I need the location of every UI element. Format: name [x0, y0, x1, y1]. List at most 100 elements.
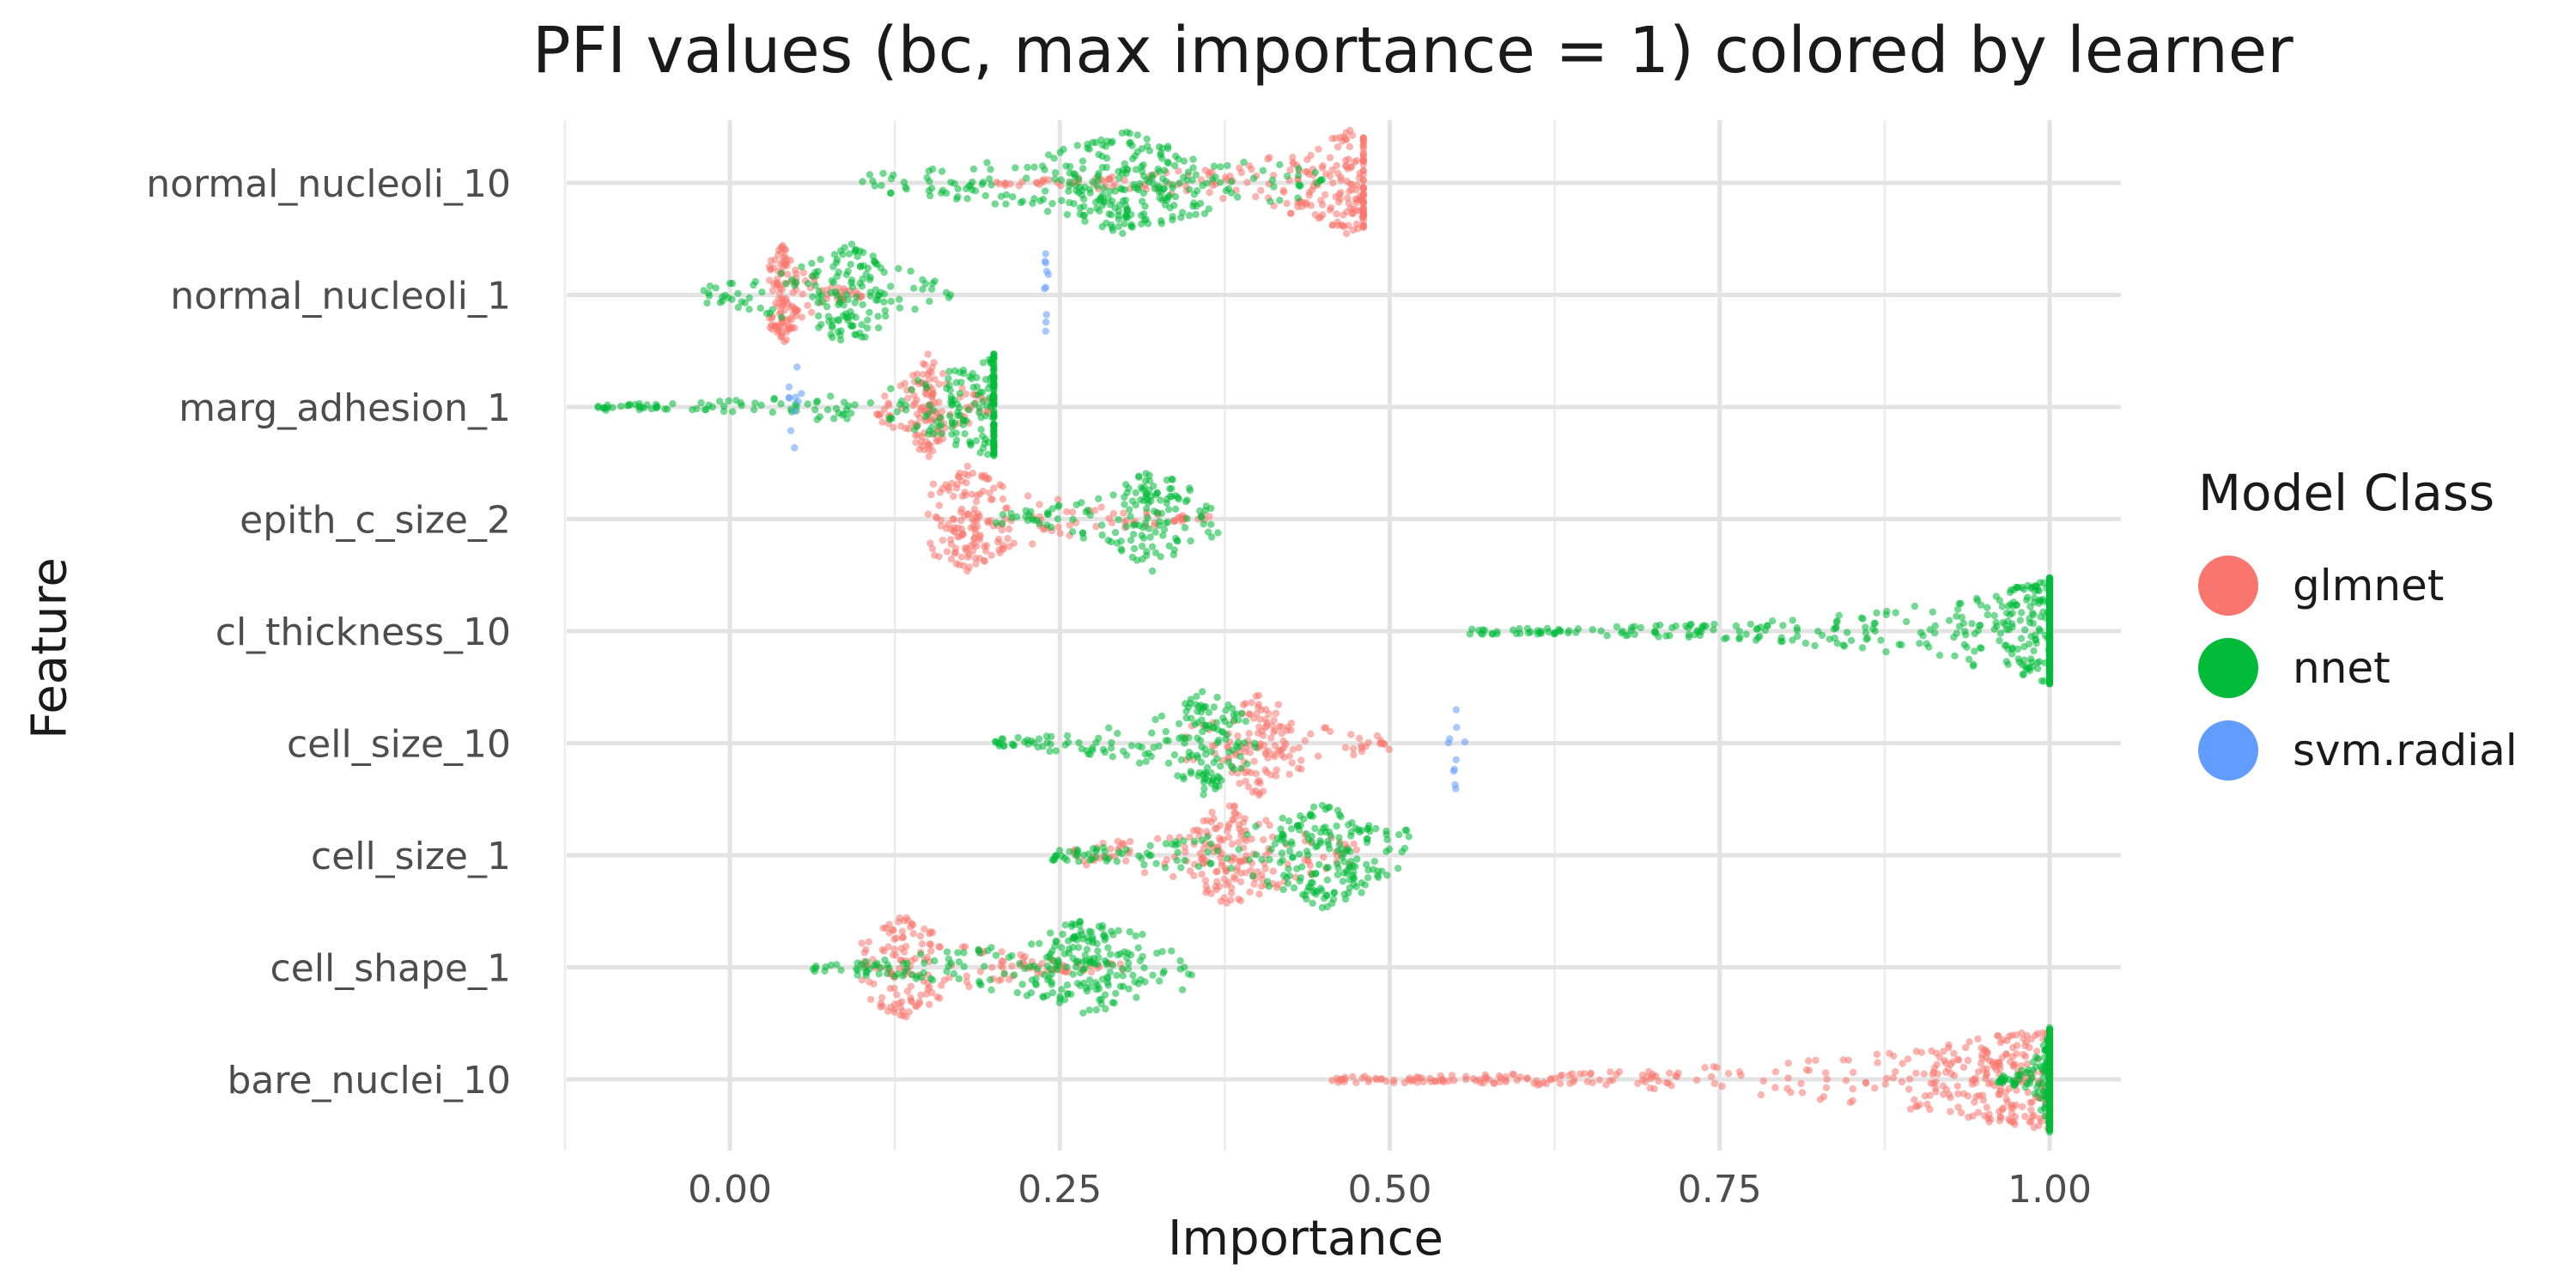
- point: [1283, 873, 1291, 881]
- point: [1169, 213, 1176, 221]
- point: [1145, 750, 1152, 757]
- point: [965, 563, 974, 571]
- point: [1536, 629, 1544, 637]
- point: [1285, 865, 1292, 873]
- point: [1106, 968, 1115, 976]
- point: [1284, 879, 1292, 888]
- point: [1227, 896, 1235, 904]
- point: [780, 263, 787, 270]
- point: [815, 312, 823, 320]
- point: [1251, 744, 1260, 751]
- point: [697, 398, 705, 407]
- point: [1215, 782, 1223, 790]
- point: [1188, 751, 1196, 759]
- swarm-nnet-cell-size-10: [992, 688, 1260, 799]
- point: [943, 948, 951, 956]
- point: [809, 293, 817, 301]
- point: [890, 927, 897, 934]
- point: [2021, 1113, 2029, 1121]
- point: [866, 308, 873, 316]
- point: [1710, 620, 1718, 629]
- point: [890, 935, 898, 943]
- point: [1466, 630, 1474, 638]
- point: [960, 949, 968, 957]
- point: [1316, 884, 1325, 892]
- point: [848, 283, 857, 291]
- point: [1279, 814, 1286, 822]
- point: [1171, 192, 1180, 201]
- point: [1135, 759, 1144, 767]
- point: [1122, 751, 1131, 759]
- point: [1245, 730, 1253, 738]
- point: [1162, 840, 1170, 848]
- point: [827, 289, 835, 296]
- point: [1656, 621, 1664, 629]
- point: [894, 970, 902, 978]
- y-tick-label-cell-size-10: cell_size_10: [287, 723, 511, 767]
- point: [1686, 621, 1694, 629]
- point: [1383, 872, 1391, 879]
- point: [774, 324, 781, 331]
- point: [860, 248, 867, 257]
- point: [1353, 855, 1361, 863]
- point: [866, 965, 873, 973]
- x-axis-label: Importance: [1168, 1211, 1443, 1267]
- point: [1295, 172, 1303, 179]
- point: [2038, 1080, 2047, 1088]
- point: [1154, 165, 1162, 173]
- point: [1920, 1070, 1928, 1078]
- point: [1735, 635, 1743, 643]
- point: [929, 480, 938, 488]
- point: [1118, 547, 1126, 555]
- point: [1189, 202, 1197, 210]
- point: [955, 958, 963, 966]
- point: [1267, 845, 1275, 854]
- point: [1295, 744, 1303, 752]
- y-tick-label-epith-c-size-2: epith_c_size_2: [240, 499, 511, 543]
- point: [750, 405, 758, 414]
- point: [1234, 732, 1242, 740]
- point: [2009, 1103, 2017, 1112]
- point: [943, 548, 951, 556]
- point: [1285, 770, 1293, 778]
- point: [873, 260, 881, 269]
- point: [1333, 822, 1340, 830]
- point: [1237, 709, 1246, 718]
- y-tick-label-cl-thickness-10: cl_thickness_10: [216, 611, 511, 654]
- point: [1192, 171, 1200, 179]
- point: [609, 404, 617, 411]
- point: [1139, 931, 1146, 939]
- point: [1002, 200, 1010, 208]
- point: [1270, 183, 1278, 191]
- point: [791, 444, 799, 452]
- point: [1329, 179, 1337, 187]
- point: [720, 407, 728, 416]
- point: [1205, 708, 1213, 716]
- point: [1334, 864, 1342, 872]
- point: [750, 281, 757, 289]
- point: [1674, 1069, 1682, 1077]
- point: [1121, 501, 1128, 508]
- point: [990, 450, 998, 458]
- point: [1974, 1109, 1983, 1116]
- point: [1151, 507, 1158, 515]
- point: [987, 403, 994, 410]
- point: [1871, 627, 1879, 635]
- point: [1911, 602, 1919, 611]
- point: [1192, 210, 1200, 218]
- point: [1102, 854, 1109, 861]
- point: [1027, 989, 1036, 997]
- point: [1940, 1048, 1947, 1055]
- point: [1204, 848, 1212, 856]
- x-tick-label-1: 0.25: [1018, 1168, 1102, 1212]
- point: [1079, 1009, 1087, 1017]
- point: [990, 412, 998, 421]
- point: [1201, 745, 1209, 753]
- point: [1114, 951, 1121, 959]
- point: [848, 240, 856, 248]
- point: [1315, 145, 1322, 153]
- point: [1337, 173, 1345, 181]
- point: [1140, 963, 1148, 972]
- point: [2018, 1066, 2026, 1075]
- point: [884, 943, 892, 951]
